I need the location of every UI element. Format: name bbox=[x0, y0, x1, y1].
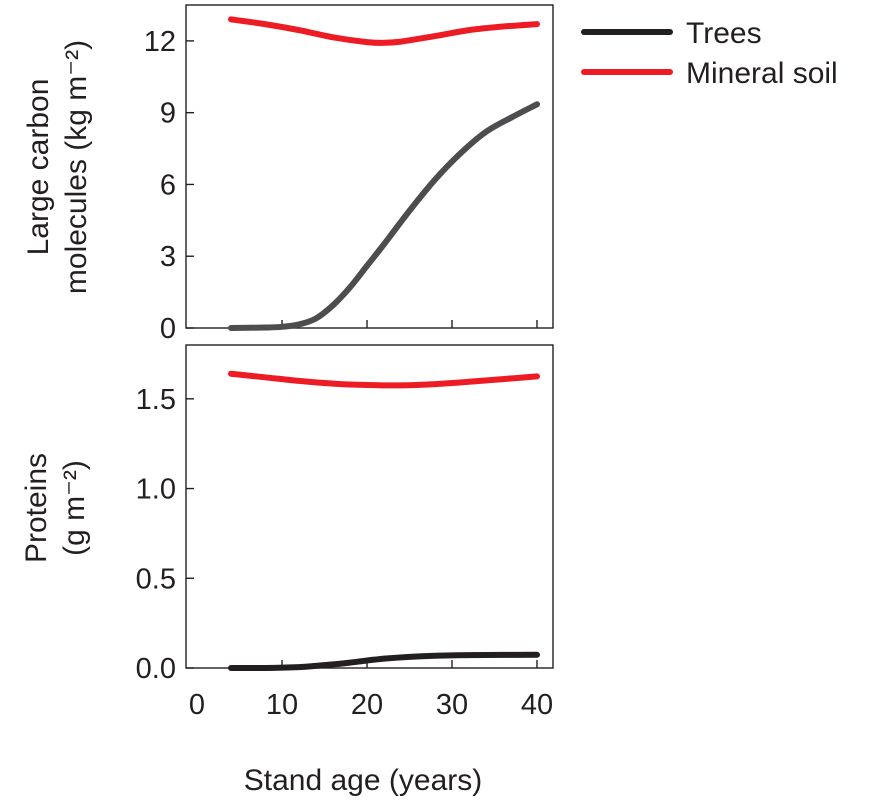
legend: Trees Mineral soil bbox=[581, 17, 838, 90]
x-tick-label: 10 bbox=[266, 689, 298, 721]
bottom-series-mineral-soil bbox=[228, 370, 540, 389]
x-axis-title: Stand age (years) bbox=[244, 764, 482, 797]
x-tick-label: 0 bbox=[189, 689, 205, 721]
legend-label-trees: Trees bbox=[686, 17, 762, 50]
bottom-y-tick-label: 0.5 bbox=[136, 563, 176, 595]
top-y-tick-label: 12 bbox=[144, 26, 176, 58]
bottom-y-tick-label: 1.0 bbox=[136, 474, 176, 506]
top-ylabel-line-1: Large carbon bbox=[22, 79, 55, 256]
bottom-axis-ticks: 0.0 0.5 1.0 1.5 0 10 20 30 40 bbox=[136, 384, 553, 721]
top-series-mineral-soil bbox=[228, 16, 540, 46]
bottom-series-trees bbox=[228, 651, 540, 672]
legend-label-mineral-soil: Mineral soil bbox=[686, 57, 838, 90]
x-tick-label: 40 bbox=[521, 689, 553, 721]
x-tick-label: 30 bbox=[436, 689, 468, 721]
x-tick-label: 20 bbox=[351, 689, 383, 721]
top-series-lines bbox=[228, 16, 540, 331]
bottom-y-tick-label: 1.5 bbox=[136, 384, 176, 416]
plot-frame-bottom bbox=[185, 344, 554, 669]
top-series-trees bbox=[228, 101, 540, 331]
top-y-tick-label: 0 bbox=[160, 313, 176, 345]
bottom-ylabel-line-2: (g m⁻²) bbox=[58, 460, 91, 556]
bottom-y-tick-label: 0.0 bbox=[136, 653, 176, 685]
top-y-tick-label: 3 bbox=[160, 241, 176, 273]
panel-proteins: 0.0 0.5 1.0 1.5 0 10 20 30 40 Proteins (g m⁻²) bbox=[20, 344, 554, 721]
bottom-series-lines bbox=[228, 370, 540, 672]
top-y-tick-label: 6 bbox=[160, 169, 176, 201]
top-y-tick-label: 9 bbox=[160, 98, 176, 130]
bottom-ylabel-line-1: Proteins bbox=[20, 453, 53, 563]
plot-frame-top bbox=[185, 4, 554, 329]
panel-large-carbon: 0 3 6 9 12 Large carbon molecules (kg m⁻²) bbox=[22, 4, 554, 345]
top-ylabel-line-2: molecules (kg m⁻²) bbox=[60, 40, 93, 294]
top-axis-ticks: 0 3 6 9 12 bbox=[144, 26, 538, 345]
